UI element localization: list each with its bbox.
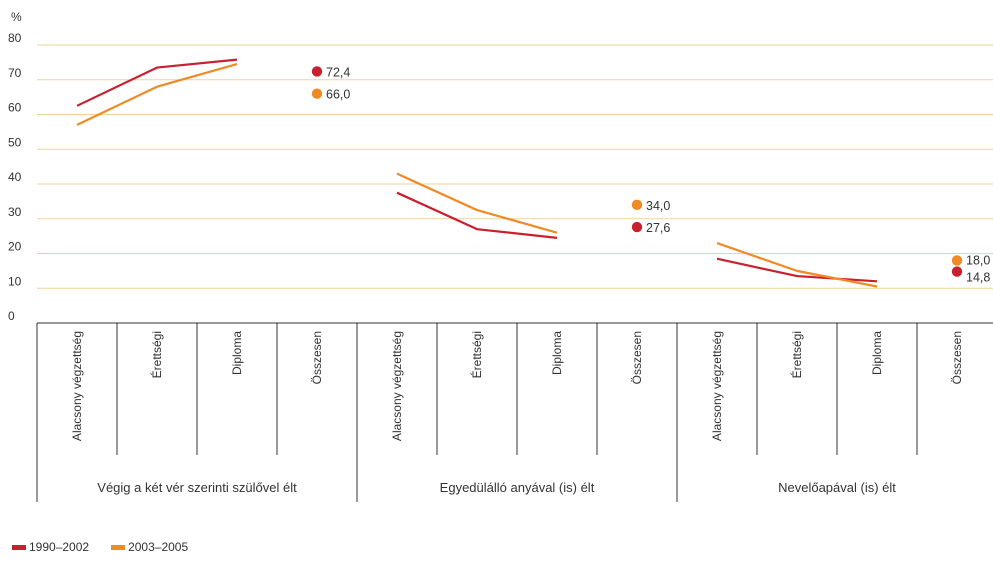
y-tick-label-40: 40: [8, 170, 22, 184]
series-line-g0-s1: [76, 63, 238, 126]
x-tick-label-g1-c0: Alacsony végzettség: [390, 331, 404, 441]
x-tick-label-g2-c3: Összesen: [950, 331, 964, 384]
total-point-g2-s1: [951, 255, 963, 266]
total-label-g0-s1: 66,0: [326, 88, 350, 102]
y-tick-label-50: 50: [8, 135, 22, 149]
total-label-g2-s1: 18,0: [966, 253, 990, 267]
y-tick-label-30: 30: [8, 205, 22, 219]
series-line-g1-s1: [396, 172, 558, 234]
x-tick-label-g1-c1: Érettségi: [469, 331, 484, 378]
legend-item-1990-2002: 1990–2002: [12, 540, 89, 554]
x-tick-label-g2-c0: Alacsony végzettség: [710, 331, 724, 441]
legend-label-2003-2005: 2003–2005: [128, 540, 189, 554]
x-tick-label-g0-c3: Összesen: [310, 331, 324, 384]
total-label-g1-s0: 27,6: [646, 221, 670, 235]
x-tick-label-g0-c1: Érettségi: [149, 331, 164, 378]
y-tick-label-10: 10: [8, 274, 22, 288]
x-tick-label-g2-c2: Diploma: [870, 331, 884, 375]
total-point-g0-s0: [311, 66, 323, 77]
total-point-g0-s1: [311, 88, 323, 99]
total-label-g0-s0: 72,4: [326, 65, 350, 79]
y-tick-label-20: 20: [8, 240, 22, 254]
total-label-g2-s0: 14,8: [966, 271, 990, 285]
series-line-g0-s0: [76, 58, 238, 107]
x-tick-label-g0-c2: Diploma: [230, 331, 244, 375]
y-unit-label: %: [11, 10, 22, 24]
total-point-g1-s0: [631, 221, 643, 233]
y-tick-label-60: 60: [8, 101, 22, 115]
y-tick-label-80: 80: [8, 31, 22, 45]
y-tick-label-0: 0: [8, 309, 15, 323]
total-point-g2-s0: [951, 266, 963, 277]
x-tick-label-g0-c0: Alacsony végzettség: [70, 331, 84, 441]
series-line-g2-s1: [716, 242, 878, 288]
legend-label-1990-2002: 1990–2002: [29, 540, 90, 554]
series-line-g1-s0: [396, 191, 558, 239]
x-tick-label-g2-c1: Érettségi: [789, 331, 804, 378]
legend: 1990–2002 2003–2005: [12, 540, 188, 554]
x-tick-label-g1-c2: Diploma: [550, 331, 564, 375]
group-label-2: Nevelőapával (is) élt: [778, 480, 896, 495]
y-tick-label-70: 70: [8, 66, 22, 80]
group-label-0: Végig a két vér szerinti szülővel élt: [97, 480, 297, 495]
total-label-g1-s1: 34,0: [646, 199, 670, 213]
legend-swatch-2003-2005: [111, 544, 126, 550]
total-point-g1-s1: [631, 199, 643, 211]
legend-item-2003-2005: 2003–2005: [111, 540, 188, 554]
legend-swatch-1990-2002: [12, 544, 26, 550]
line-chart: % 0 10 20 30 40 50 60 70 80 Alacsony végzettség Ére…: [8, 10, 993, 502]
x-tick-label-g1-c3: Összesen: [630, 331, 644, 384]
group-label-1: Egyedülálló anyával (is) élt: [440, 480, 595, 495]
series-line-g2-s0: [716, 257, 878, 283]
